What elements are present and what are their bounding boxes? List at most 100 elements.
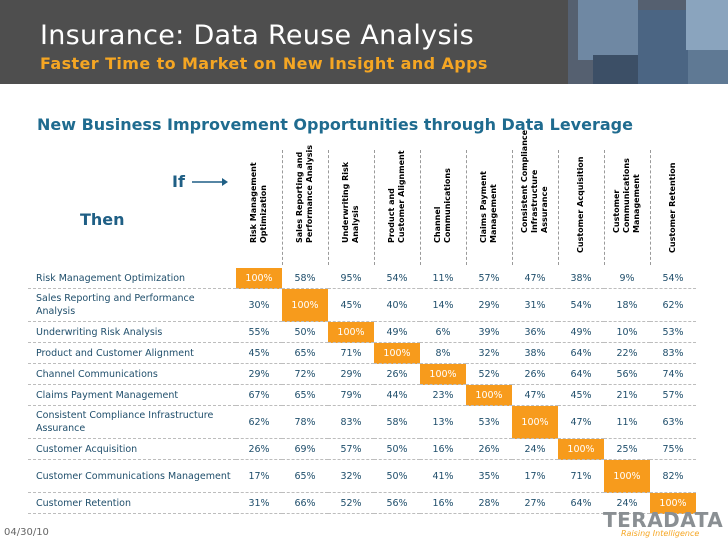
table-cell: 45%: [236, 342, 282, 364]
table-row: Sales Reporting and Performance Analysis…: [28, 288, 696, 322]
table-cell: 32%: [466, 342, 512, 364]
column-header: Channel Communications: [420, 150, 466, 263]
row-label: Claims Payment Management: [28, 384, 236, 406]
table-cell: 10%: [604, 321, 650, 343]
column-divider: [282, 150, 283, 265]
table-cell: 62%: [236, 405, 282, 439]
column-header-label: Product and Customer Alignment: [387, 150, 406, 243]
column-header: Risk Management Optimization: [236, 150, 282, 263]
column-header-label: Underwriting Risk Analysis: [341, 161, 360, 243]
table-cell: 22%: [604, 342, 650, 364]
table-cell: 56%: [604, 363, 650, 385]
table-cell: 47%: [512, 384, 558, 406]
row-label: Sales Reporting and Performance Analysis: [28, 288, 236, 322]
table-cell: 62%: [650, 288, 696, 322]
highlight-cell: 100%: [466, 384, 512, 406]
column-divider: [650, 150, 651, 265]
table-cell: 6%: [420, 321, 466, 343]
table-row: Customer Acquisition 26% 69% 57% 50% 16% 26% 24…: [28, 438, 696, 460]
table-cell: 14%: [420, 288, 466, 322]
column-divider: [374, 150, 375, 265]
column-divider: [558, 150, 559, 265]
table-cell: 30%: [236, 288, 282, 322]
column-header: Sales Reporting and Performance Analysis: [282, 145, 328, 263]
table-cell: 29%: [466, 288, 512, 322]
highlight-cell: 100%: [282, 288, 328, 322]
table-row: Claims Payment Management 67% 65% 79% 44% 23%…: [28, 384, 696, 406]
cubes-graphic: [568, 0, 728, 84]
table-cell: 8%: [420, 342, 466, 364]
table-cell: 64%: [558, 492, 604, 514]
column-divider: [466, 150, 467, 265]
table-cell: 65%: [282, 384, 328, 406]
table-cell: 54%: [558, 288, 604, 322]
table-row: Product and Customer Alignment 45% 65% 71% 1…: [28, 342, 696, 364]
column-divider: [328, 150, 329, 265]
row-label: Customer Retention: [28, 492, 236, 514]
column-header: Consistent Compliance Infrastructure Ass…: [512, 130, 558, 263]
table-cell: 26%: [466, 438, 512, 460]
table-cell: 58%: [282, 268, 328, 289]
table-cell: 50%: [282, 321, 328, 343]
table-cell: 31%: [236, 492, 282, 514]
column-header-label: Risk Management Optimization: [249, 162, 268, 243]
table-cell: 53%: [650, 321, 696, 343]
column-header: Product and Customer Alignment: [374, 150, 420, 263]
column-header-label: Customer Retention: [668, 162, 677, 253]
table-cell: 53%: [466, 405, 512, 439]
table-cell: 50%: [374, 438, 420, 460]
highlight-cell: 100%: [604, 459, 650, 493]
table-cell: 45%: [558, 384, 604, 406]
table-cell: 49%: [374, 321, 420, 343]
table-cell: 64%: [558, 363, 604, 385]
reuse-matrix: Risk Management Optimization 100% 58% 95% 54…: [28, 268, 696, 514]
table-cell: 69%: [282, 438, 328, 460]
table-cell: 64%: [558, 342, 604, 364]
table-cell: 38%: [512, 342, 558, 364]
table-cell: 95%: [328, 268, 374, 289]
table-row: Customer Communications Management 17% 65%…: [28, 459, 696, 493]
slide-date: 04/30/10: [4, 527, 49, 538]
table-cell: 40%: [374, 288, 420, 322]
table-cell: 39%: [466, 321, 512, 343]
table-cell: 9%: [604, 268, 650, 289]
table-cell: 75%: [650, 438, 696, 460]
column-header-label: Claims Payment Management: [479, 171, 498, 243]
table-cell: 25%: [604, 438, 650, 460]
table-cell: 45%: [328, 288, 374, 322]
table-cell: 26%: [374, 363, 420, 385]
highlight-cell: 100%: [512, 405, 558, 439]
column-divider: [604, 150, 605, 265]
table-cell: 72%: [282, 363, 328, 385]
table-cell: 57%: [466, 268, 512, 289]
table-cell: 44%: [374, 384, 420, 406]
table-cell: 35%: [466, 459, 512, 493]
table-cell: 41%: [420, 459, 466, 493]
then-label: Then: [80, 210, 125, 229]
column-header-label: Customer Communications Management: [612, 158, 641, 233]
slide-subtitle: Faster Time to Market on New Insight and…: [40, 54, 488, 73]
table-row: Customer Retention 31% 66% 52% 56% 16% 28% 27% 6…: [28, 492, 696, 514]
table-cell: 36%: [512, 321, 558, 343]
table-cell: 56%: [374, 492, 420, 514]
table-cell: 13%: [420, 405, 466, 439]
highlight-cell: 100%: [650, 492, 696, 514]
row-label: Consistent Compliance Infrastructure Ass…: [28, 405, 236, 439]
table-cell: 52%: [466, 363, 512, 385]
logo-wordmark: TERADATA: [603, 508, 724, 532]
table-cell: 57%: [650, 384, 696, 406]
section-heading: New Business Improvement Opportunities t…: [37, 115, 633, 134]
table-cell: 18%: [604, 288, 650, 322]
table-cell: 54%: [374, 268, 420, 289]
table-cell: 32%: [328, 459, 374, 493]
slide-title: Insurance: Data Reuse Analysis: [40, 20, 474, 51]
row-label: Customer Acquisition: [28, 438, 236, 460]
table-cell: 21%: [604, 384, 650, 406]
table-cell: 79%: [328, 384, 374, 406]
column-header: Underwriting Risk Analysis: [328, 150, 374, 263]
table-cell: 16%: [420, 438, 466, 460]
table-row: Risk Management Optimization 100% 58% 95% 54…: [28, 268, 696, 289]
row-label: Product and Customer Alignment: [28, 342, 236, 364]
table-cell: 26%: [512, 363, 558, 385]
table-cell: 49%: [558, 321, 604, 343]
